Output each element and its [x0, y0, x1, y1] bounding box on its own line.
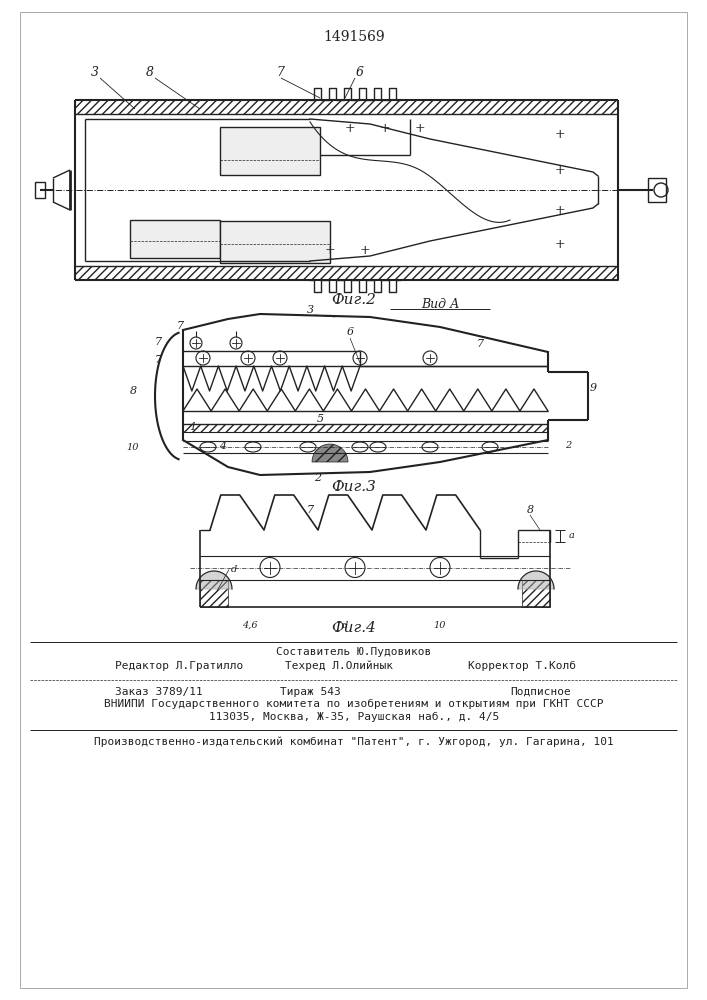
Text: Производственно-издательский комбинат "Патент", г. Ужгород, ул. Гагарина, 101: Производственно-издательский комбинат "П…: [94, 737, 614, 747]
Bar: [220, 221, 330, 263]
Text: Фиг.3: Фиг.3: [332, 480, 376, 494]
Text: Составитель Ю.Пудовиков: Составитель Ю.Пудовиков: [276, 647, 432, 657]
Bar: [200, 580, 228, 607]
Polygon shape: [518, 571, 554, 589]
Text: 3: 3: [91, 66, 99, 79]
Text: 7: 7: [276, 66, 284, 79]
Text: +: +: [555, 238, 566, 251]
Bar: [183, 424, 548, 432]
Text: +: +: [345, 121, 356, 134]
Text: Корректор Т.Колб: Корректор Т.Колб: [468, 661, 576, 671]
Text: +: +: [555, 204, 566, 217]
Bar: [75, 266, 618, 280]
Text: Техред Л.Олийнык: Техред Л.Олийнык: [285, 661, 393, 671]
Text: 1491569: 1491569: [323, 30, 385, 44]
Text: Редактор Л.Гратилло: Редактор Л.Гратилло: [115, 661, 243, 671]
Text: 6: 6: [356, 66, 364, 79]
Text: 4: 4: [219, 441, 226, 451]
Text: 10: 10: [127, 442, 139, 452]
Text: 8: 8: [129, 386, 136, 396]
Text: a: a: [569, 532, 575, 540]
Text: d: d: [231, 565, 237, 574]
Text: 6: 6: [346, 327, 354, 337]
Text: Заказ 3789/11: Заказ 3789/11: [115, 687, 203, 697]
Text: 7: 7: [177, 321, 184, 331]
Text: 5: 5: [317, 414, 324, 424]
Text: 10: 10: [434, 620, 446, 630]
Text: 7: 7: [477, 339, 484, 349]
Polygon shape: [312, 444, 348, 462]
Text: Тираж 543: Тираж 543: [280, 687, 340, 697]
Text: 4,6: 4,6: [243, 620, 258, 630]
Text: Подписное: Подписное: [510, 687, 571, 697]
Bar: [130, 220, 220, 258]
Text: 113035, Москва, Ж-35, Раушская наб., д. 4/5: 113035, Москва, Ж-35, Раушская наб., д. …: [209, 712, 499, 722]
Text: 2: 2: [315, 473, 322, 483]
Bar: [75, 100, 618, 114]
Bar: [220, 127, 320, 175]
Text: +: +: [415, 121, 426, 134]
Text: Вид А: Вид А: [421, 298, 460, 312]
Text: +: +: [325, 243, 335, 256]
Text: 2: 2: [565, 440, 571, 450]
Text: 7: 7: [154, 337, 162, 347]
Text: 1: 1: [189, 422, 197, 432]
Text: 3: 3: [306, 305, 314, 315]
Text: +: +: [555, 163, 566, 176]
Bar: [35, 182, 45, 198]
Text: 8: 8: [146, 66, 154, 79]
Text: 7: 7: [154, 355, 162, 365]
Text: +: +: [380, 121, 390, 134]
Text: 7: 7: [306, 505, 314, 515]
Text: Фиг.2: Фиг.2: [332, 293, 376, 307]
Text: 8: 8: [527, 505, 534, 515]
Text: ВНИИПИ Государственного комитета по изобретениям и открытиям при ГКНТ СССР: ВНИИПИ Государственного комитета по изоб…: [104, 699, 604, 709]
Text: +: +: [360, 243, 370, 256]
Polygon shape: [196, 571, 232, 589]
Bar: [522, 580, 550, 607]
Bar: [648, 178, 666, 202]
Text: Фиг.4: Фиг.4: [332, 621, 376, 635]
Text: +: +: [555, 128, 566, 141]
Text: d: d: [342, 620, 348, 630]
Text: 9: 9: [590, 383, 597, 393]
